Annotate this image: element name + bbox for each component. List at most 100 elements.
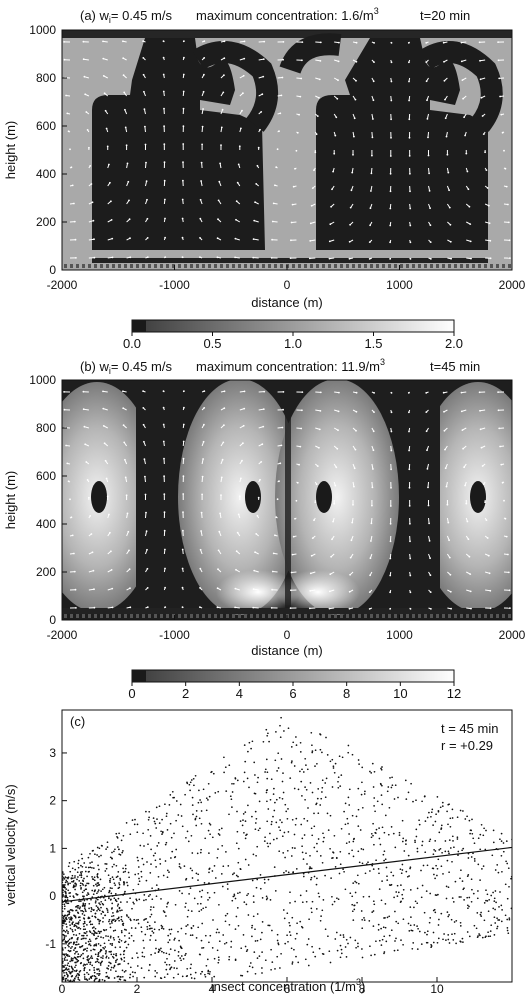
velocity-arrowhead: [485, 519, 488, 521]
scatter-point: [67, 962, 70, 965]
scatter-point: [194, 818, 197, 821]
scatter-point: [100, 906, 102, 909]
scatter-point: [306, 820, 309, 822]
scatter-point: [223, 771, 225, 774]
scatter-point: [157, 875, 160, 878]
velocity-arrowhead: [181, 548, 184, 551]
scatter-point: [103, 947, 106, 950]
velocity-arrowhead: [372, 449, 375, 452]
velocity-arrowhead: [67, 480, 70, 483]
velocity-arrowhead: [504, 167, 507, 170]
scatter-point: [107, 968, 110, 970]
scatter-point: [80, 876, 83, 879]
scatter-point: [286, 934, 288, 937]
scatter-point: [306, 863, 308, 865]
ground-dash: [478, 614, 481, 618]
scatter-point: [423, 795, 426, 797]
scatter-point: [115, 864, 118, 867]
scatter-point: [330, 877, 332, 879]
scatter-point: [87, 856, 90, 859]
scatter-point: [413, 924, 416, 926]
scatter-point: [72, 957, 74, 960]
scatter-point: [165, 812, 168, 815]
velocity-arrowhead: [199, 567, 202, 570]
scatter-point: [472, 892, 475, 895]
scatter-point: [341, 756, 344, 759]
scatter-point: [242, 819, 244, 821]
ground-dash: [298, 264, 301, 268]
scatter-point: [278, 850, 281, 853]
velocity-arrowhead: [223, 407, 226, 410]
velocity-arrowhead: [370, 190, 372, 192]
scatter-point: [149, 939, 151, 941]
scatter-point: [410, 929, 413, 932]
scatter-point: [412, 800, 414, 803]
scatter-point: [75, 941, 78, 943]
velocity-arrowhead: [182, 73, 185, 76]
scatter-point: [311, 900, 314, 903]
scatter-point: [450, 918, 453, 921]
scatter-point: [93, 926, 95, 928]
scatter-point: [380, 927, 382, 930]
scatter-point: [197, 801, 200, 804]
ground-dash: [64, 614, 67, 618]
scatter-point: [108, 891, 110, 894]
velocity-arrowhead: [243, 390, 246, 393]
scatter-point: [195, 824, 198, 827]
velocity-arrowhead: [127, 180, 130, 183]
scatter-point: [123, 934, 126, 937]
scatter-point: [243, 744, 246, 746]
velocity-arrowhead: [222, 441, 225, 444]
scatter-point: [83, 976, 86, 978]
scatter-point: [284, 803, 287, 806]
scatter-point: [239, 820, 242, 822]
scatter-point: [71, 874, 74, 877]
ground-dash: [202, 264, 205, 268]
scatter-point: [248, 786, 250, 789]
scatter-point: [335, 931, 338, 934]
velocity-arrowhead: [183, 390, 185, 392]
ground-dash: [232, 614, 235, 618]
scatter-point: [152, 854, 155, 857]
velocity-arrow: [144, 512, 147, 519]
scatter-point: [451, 897, 454, 899]
velocity-arrowhead: [272, 552, 275, 555]
scatter-point: [190, 977, 193, 979]
scatter-point: [119, 877, 121, 880]
velocity-arrowhead: [409, 557, 412, 560]
velocity-arrowhead: [276, 498, 279, 501]
velocity-arrow: [201, 476, 204, 483]
scatter-point: [63, 971, 65, 974]
velocity-arrowhead: [448, 189, 450, 192]
ground-dash: [418, 614, 421, 618]
velocity-arrowhead: [126, 162, 129, 165]
scatter-point: [97, 930, 100, 933]
scatter-point: [226, 883, 229, 885]
scatter-point: [318, 895, 321, 898]
scatter-point: [352, 840, 355, 843]
velocity-arrowhead: [129, 237, 131, 240]
scatter-point: [196, 902, 199, 905]
velocity-arrowhead: [445, 135, 448, 138]
scatter-point: [89, 920, 92, 923]
velocity-arrowhead: [309, 590, 312, 592]
scatter-point: [178, 865, 181, 868]
scatter-point: [189, 867, 192, 870]
scatter-point: [128, 932, 131, 935]
scatter-point: [487, 910, 490, 913]
scatter-point: [113, 977, 116, 979]
scatter-point: [66, 964, 69, 967]
scatter-point: [461, 937, 464, 940]
scatter-point: [447, 803, 450, 806]
scatter-point: [461, 849, 463, 852]
scatter-point: [338, 872, 341, 875]
scatter-point: [259, 827, 261, 830]
scatter-point: [75, 926, 78, 928]
scatter-point: [390, 786, 393, 789]
scatter-point: [447, 886, 450, 889]
scatter-point: [62, 977, 64, 979]
velocity-arrowhead: [142, 57, 145, 59]
scatter-point: [101, 960, 103, 963]
scatter-point: [357, 942, 359, 945]
scatter-point: [62, 889, 64, 892]
